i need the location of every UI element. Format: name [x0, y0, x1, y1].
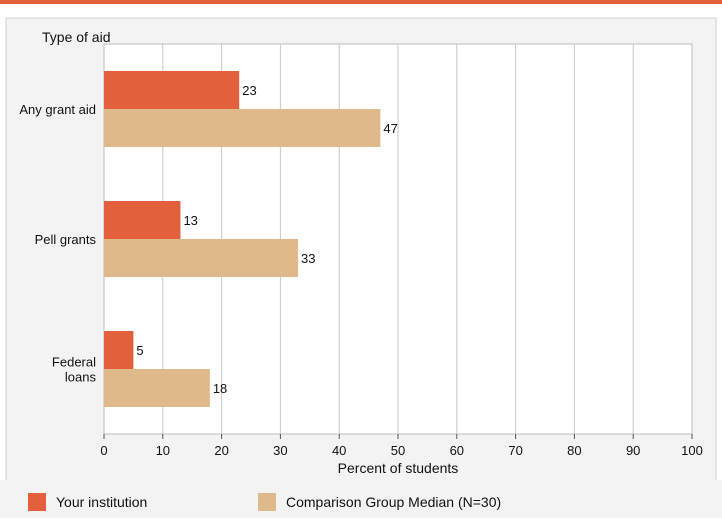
category-label: Any grant aid — [19, 102, 96, 117]
data-label: 18 — [213, 381, 227, 396]
legend-swatch — [258, 493, 276, 511]
x-tick-label: 90 — [626, 443, 640, 458]
top-accent-bar — [0, 0, 722, 4]
bars: 23 47 13 33 5 18 — [104, 71, 398, 407]
bar — [104, 71, 240, 109]
legend-swatch — [28, 493, 46, 511]
x-tick-label: 60 — [450, 443, 464, 458]
x-tick-label: 50 — [391, 443, 405, 458]
bar — [104, 369, 210, 407]
bar — [104, 109, 381, 147]
data-label: 47 — [383, 121, 397, 136]
legend-panel — [0, 480, 722, 518]
chart-title: Type of aid — [42, 29, 111, 45]
x-tick-label: 70 — [508, 443, 522, 458]
bar — [104, 331, 134, 369]
x-tick-label: 30 — [273, 443, 287, 458]
legend-label: Comparison Group Median (N=30) — [286, 494, 501, 510]
x-tick-label: 40 — [332, 443, 346, 458]
category-label: Pell grants — [35, 232, 97, 247]
data-label: 23 — [242, 83, 256, 98]
x-tick-label: 80 — [567, 443, 581, 458]
data-label: 13 — [183, 213, 197, 228]
x-axis-ticks: 0 10 20 30 40 50 60 70 80 90 100 — [100, 434, 703, 458]
x-axis-label: Percent of students — [338, 460, 459, 476]
x-tick-label: 20 — [214, 443, 228, 458]
x-tick-label: 10 — [156, 443, 170, 458]
legend: Your institution Comparison Group Median … — [28, 493, 501, 511]
category-label: Federal — [52, 355, 96, 370]
legend-label: Your institution — [56, 494, 147, 510]
bar — [104, 239, 299, 277]
data-label: 5 — [136, 343, 143, 358]
category-label: loans — [65, 370, 97, 385]
bar — [104, 201, 181, 239]
data-label: 33 — [301, 251, 315, 266]
x-tick-label: 100 — [681, 443, 703, 458]
x-tick-label: 0 — [100, 443, 107, 458]
